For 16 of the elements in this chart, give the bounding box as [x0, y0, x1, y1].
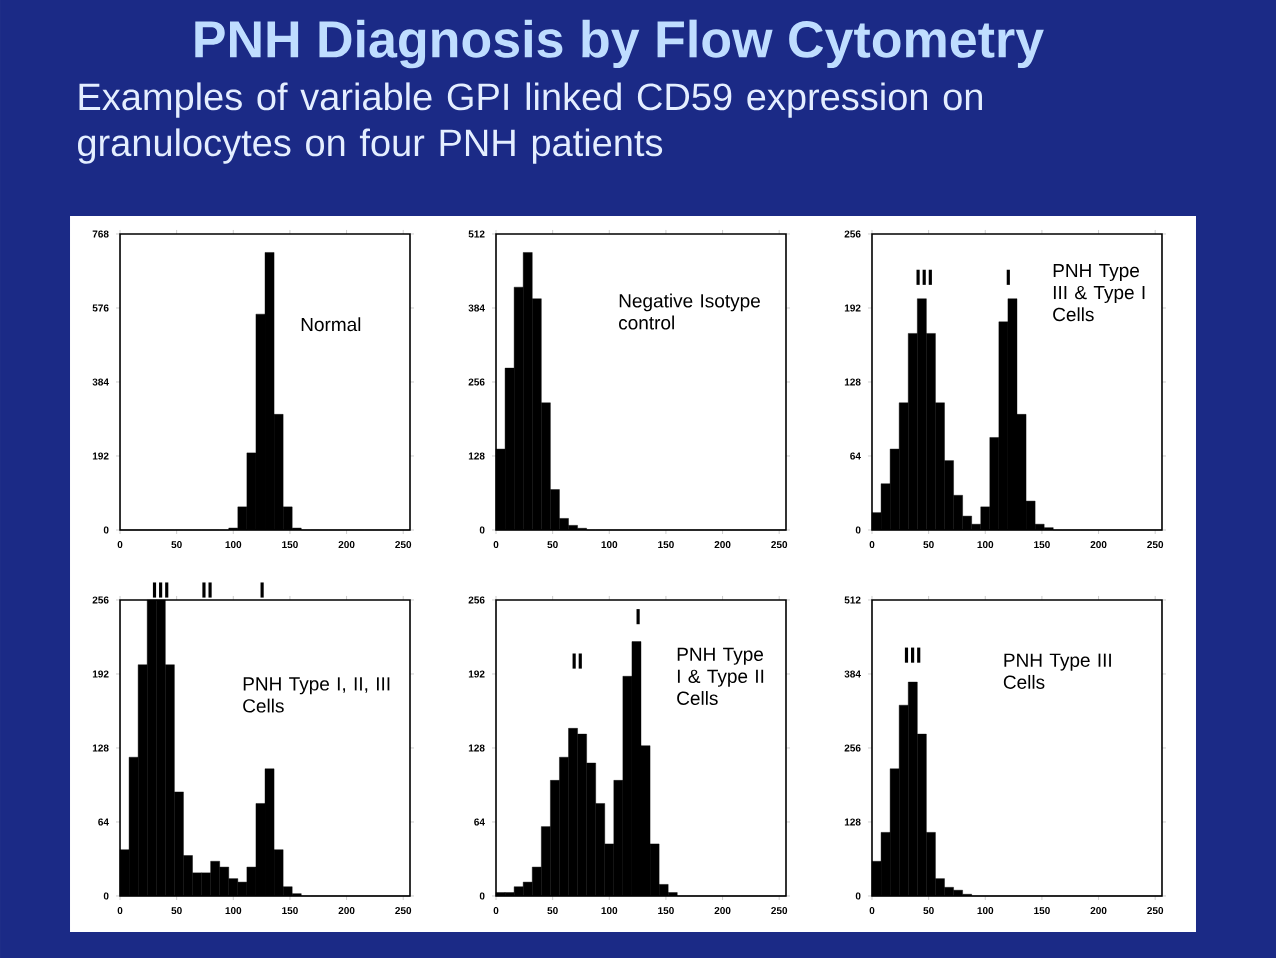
annotation: III — [904, 647, 921, 663]
annotation: III — [916, 269, 932, 285]
annotation: PNH Type III & Type I Cells — [1053, 263, 1145, 322]
annotation: Negative Isotype control — [619, 293, 760, 330]
text: II — [202, 582, 212, 598]
text: III — [152, 582, 169, 598]
annotation: I — [636, 609, 640, 625]
annotation: II — [572, 653, 582, 669]
annotation: PNH Type I & Type II Cells — [677, 647, 764, 705]
text: Examples of variable GPI linked CD59 expression on granulocytes on four PNH patients — [78, 82, 982, 164]
annotation: I — [1006, 269, 1010, 285]
text: I — [260, 582, 264, 598]
annotation: PNH Type I, II, III Cells — [243, 677, 390, 713]
text: PNH Diagnosis by Flow Cytometry — [195, 19, 1044, 69]
annotation: PNH Type III Cells — [1003, 653, 1111, 689]
annotation: Normal — [301, 317, 361, 332]
